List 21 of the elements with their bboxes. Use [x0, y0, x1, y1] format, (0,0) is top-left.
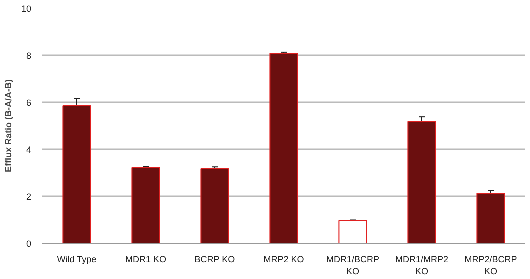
y-tick-label: 10 [21, 4, 32, 14]
bar [476, 193, 506, 244]
x-tick-label: MDR1 KO [125, 254, 167, 264]
x-tick-label: BCRP KO [194, 254, 236, 264]
y-tick-label: 4 [26, 145, 32, 155]
x-tick-label: MDR1/BCRP KO [326, 254, 380, 276]
x-tick-label: MRP2/BCRP KO [464, 254, 518, 276]
x-tick-label: MDR1/MRP2 KO [395, 254, 449, 276]
bar [270, 53, 298, 244]
y-tick-label: 0 [26, 239, 32, 249]
bar [338, 220, 368, 244]
y-tick-label: 8 [26, 51, 32, 61]
x-tick-label: MRP2 KO [264, 254, 304, 264]
bar [62, 106, 92, 244]
bar [408, 121, 436, 244]
bar [132, 167, 160, 244]
y-axis-title: Efflux Ratio (B-A/A-B) [3, 79, 14, 172]
y-tick-label: 2 [26, 192, 32, 202]
y-tick-label: 6 [26, 98, 32, 108]
x-tick-label: Wild Type [57, 254, 97, 264]
bar [200, 168, 230, 244]
